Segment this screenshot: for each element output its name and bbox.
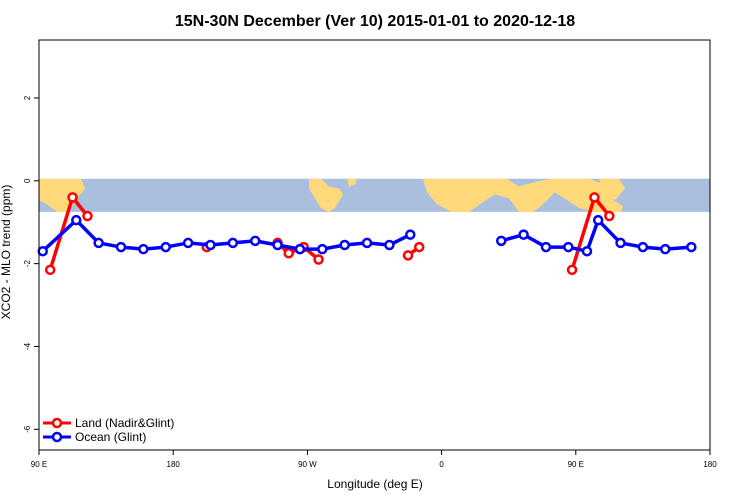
x-tick-label: 90 E (568, 460, 584, 469)
y-tick-label: 0 (23, 178, 32, 183)
data-point (294, 243, 306, 255)
y-tick-label: -2 (23, 260, 32, 268)
data-point (37, 245, 48, 257)
series-layer (37, 192, 697, 276)
data-point (160, 241, 171, 253)
plot-frame (38, 39, 711, 451)
x-tick-label: 180 (703, 460, 717, 469)
data-point (405, 229, 416, 240)
data-point (604, 210, 615, 222)
data-point (384, 239, 395, 251)
data-point (566, 264, 578, 276)
data-point (402, 250, 414, 261)
x-axis: 90 E 180 90 W 0 90 E 180 (31, 450, 717, 469)
data-point (272, 239, 283, 251)
data-point (67, 192, 78, 203)
data-point (82, 210, 93, 222)
x-axis-label: Longitude (deg E) (327, 477, 422, 491)
y-tick-label: -6 (23, 425, 32, 433)
map-land-4 (599, 178, 625, 201)
x-tick-label: 90 W (298, 460, 317, 469)
data-point (93, 237, 104, 249)
y-tick-label: 2 (23, 95, 32, 100)
data-point (592, 214, 604, 226)
legend-marker (51, 431, 63, 443)
data-point (615, 237, 626, 249)
data-point (205, 239, 216, 251)
y-tick-label: -4 (23, 342, 32, 350)
data-point (660, 243, 671, 255)
x-tick-label: 0 (439, 460, 444, 469)
data-point (138, 243, 149, 255)
data-point (637, 241, 649, 253)
map-land-1 (309, 178, 343, 212)
map-land-3 (423, 178, 623, 212)
data-point (339, 239, 350, 251)
data-point (686, 241, 697, 253)
data-point (313, 254, 324, 265)
data-point (413, 241, 425, 253)
map-land-0 (39, 178, 85, 212)
world-map-band (39, 178, 710, 212)
data-point (283, 248, 295, 259)
data-point (589, 192, 600, 203)
legend-marker (51, 417, 63, 429)
data-point (115, 241, 127, 253)
x-tick-label: 90 E (31, 460, 47, 469)
y-axis-label: XCO2 - MLO trend (ppm) (0, 185, 13, 320)
x-tick-label: 180 (167, 460, 181, 469)
data-point (495, 235, 507, 247)
data-point (540, 241, 552, 253)
data-point (71, 214, 82, 226)
legend: Land (Nadir&Glint)Ocean (Glint) (43, 416, 174, 444)
data-point (249, 235, 261, 247)
y-axis: 2 0 -2 -4 -6 (23, 95, 39, 433)
data-point (182, 237, 194, 249)
data-point (581, 245, 593, 257)
data-point (361, 237, 373, 249)
chart-title: 15N-30N December (Ver 10) 2015-01-01 to … (175, 13, 575, 30)
legend-label: Ocean (Glint) (75, 430, 146, 444)
data-point (44, 264, 56, 276)
series-1 (37, 214, 697, 257)
legend-label: Land (Nadir&Glint) (75, 416, 174, 430)
series-line (500, 218, 692, 253)
data-point (518, 229, 529, 240)
data-point (317, 243, 328, 255)
data-point (563, 241, 574, 253)
map-land-2 (347, 178, 357, 187)
data-point (227, 237, 239, 249)
